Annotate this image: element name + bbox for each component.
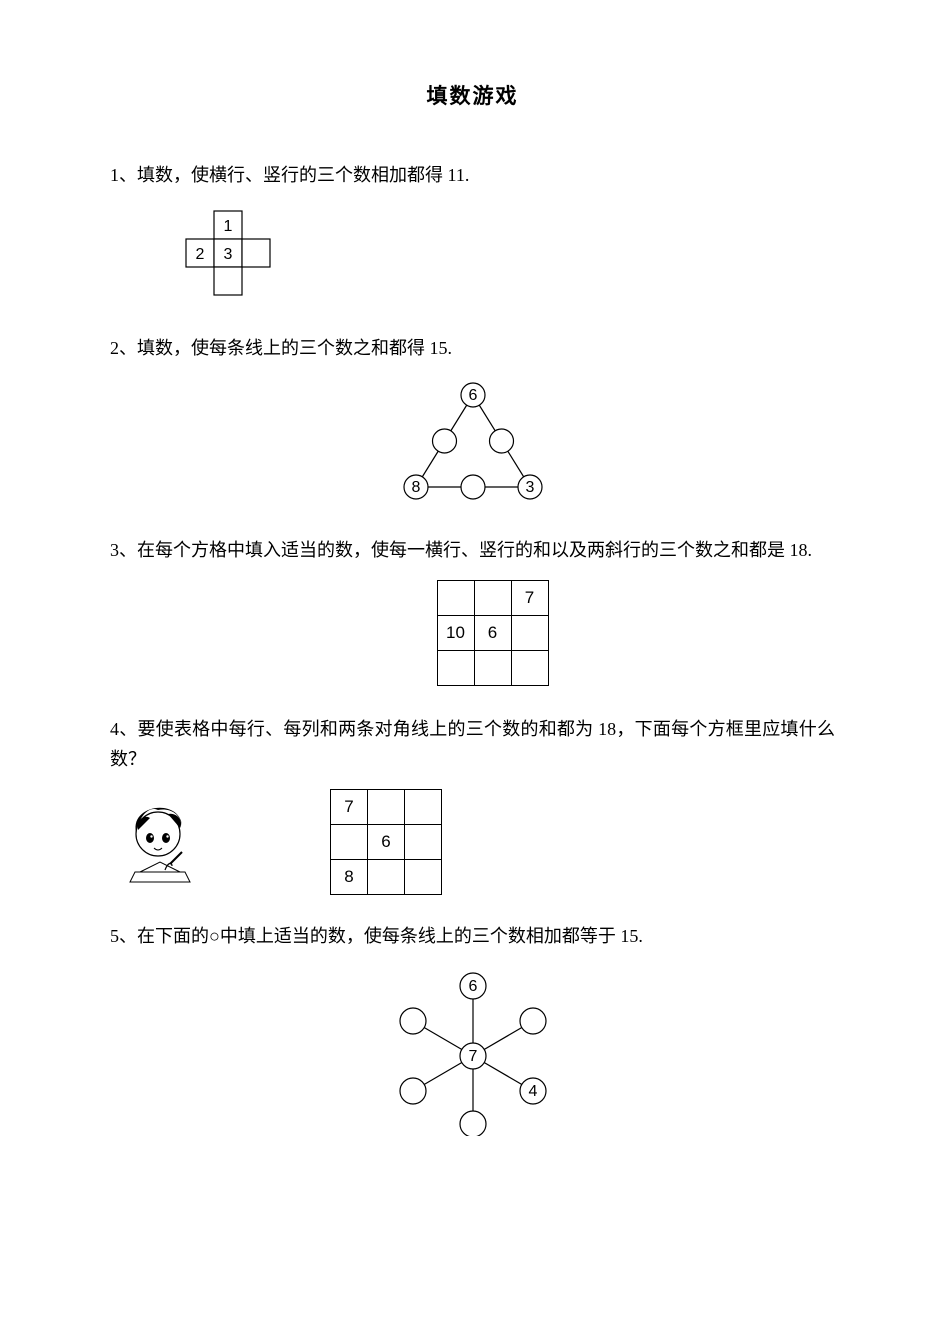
grid3-2: 7 6 8 (330, 789, 442, 895)
cell-2-1 (474, 650, 511, 685)
cell-2-0 (437, 650, 474, 685)
node-bl (400, 1078, 426, 1104)
num-br: 3 (525, 479, 534, 496)
num-bl: 8 (411, 479, 420, 496)
num-center: 7 (468, 1048, 477, 1065)
node-tl (400, 1008, 426, 1034)
cell-1-1: 6 (474, 615, 511, 650)
question-5: 5、在下面的○中填上适当的数，使每条线上的三个数相加都等于 15. (110, 921, 835, 952)
star-svg: 7 6 4 (378, 966, 568, 1136)
cell-0-0: 7 (331, 789, 368, 824)
figure-5-star: 7 6 4 (110, 966, 835, 1136)
cell-right (242, 239, 270, 267)
page-title: 填数游戏 (110, 80, 835, 110)
node-mb (461, 475, 485, 499)
cross-svg: 1 2 3 (170, 205, 300, 305)
node-ml (432, 429, 456, 453)
cell-1-0 (331, 824, 368, 859)
num-top: 1 (224, 218, 233, 235)
question-2: 2、填数，使每条线上的三个数之和都得 15. (110, 333, 835, 364)
cell-2-1 (368, 859, 405, 894)
node-mr (489, 429, 513, 453)
figure-2-triangle: 6 8 3 (110, 377, 835, 507)
cell-0-1 (474, 580, 511, 615)
node-tr (520, 1008, 546, 1034)
cell-bottom (214, 267, 242, 295)
num-top: 6 (468, 387, 477, 404)
figure-4-row: 7 6 8 (110, 789, 835, 895)
cell-0-2: 7 (511, 580, 548, 615)
page: 填数游戏 1、填数，使横行、竖行的三个数相加都得 11. 1 2 3 2、填数，… (0, 0, 945, 1337)
child-drawing-icon (110, 792, 210, 892)
cell-0-2 (405, 789, 442, 824)
figure-3-grid: 7 10 6 (150, 580, 835, 686)
num-left: 2 (196, 246, 205, 263)
question-4: 4、要使表格中每行、每列和两条对角线上的三个数的和都为 18，下面每个方框里应填… (110, 714, 835, 775)
cell-2-0: 8 (331, 859, 368, 894)
question-3: 3、在每个方格中填入适当的数，使每一横行、竖行的和以及两斜行的三个数之和都是 1… (110, 535, 835, 566)
cell-1-2 (405, 824, 442, 859)
num-center: 3 (224, 246, 233, 263)
cell-2-2 (511, 650, 548, 685)
cell-1-2 (511, 615, 548, 650)
question-1: 1、填数，使横行、竖行的三个数相加都得 11. (110, 160, 835, 191)
cell-0-0 (437, 580, 474, 615)
cell-2-2 (405, 859, 442, 894)
figure-1-cross: 1 2 3 (170, 205, 835, 305)
cell-1-0: 10 (437, 615, 474, 650)
cell-1-1: 6 (368, 824, 405, 859)
triangle-svg: 6 8 3 (388, 377, 558, 507)
num-br: 4 (528, 1083, 537, 1100)
grid3-1: 7 10 6 (437, 580, 549, 686)
node-bottom (460, 1111, 486, 1136)
cell-0-1 (368, 789, 405, 824)
num-top: 6 (468, 978, 477, 995)
